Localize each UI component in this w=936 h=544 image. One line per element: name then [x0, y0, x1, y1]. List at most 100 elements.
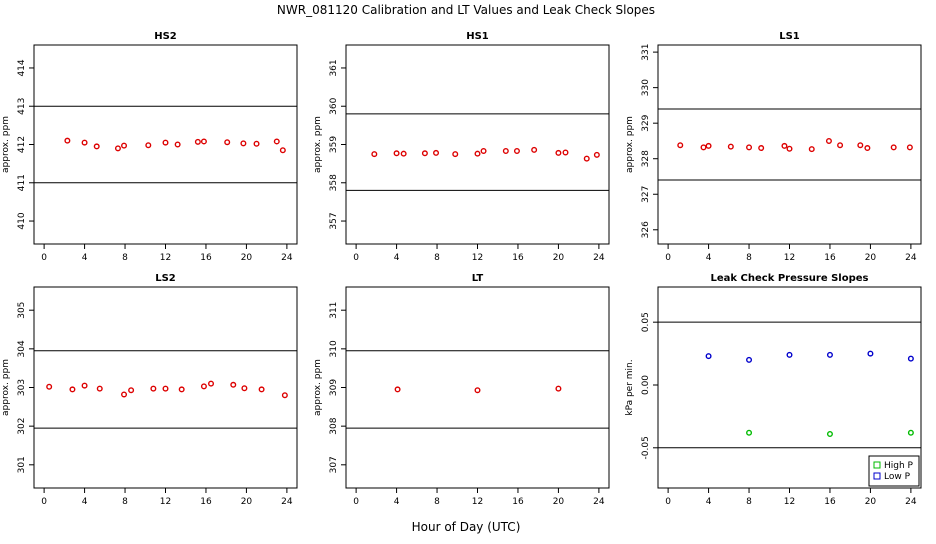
data-point: [224, 139, 231, 146]
x-tick-label: 0: [41, 497, 47, 507]
panel-hs2: HS2 approx. ppm 0 4 8 12 16 20 24 410 411 412 413 414: [1, 31, 298, 263]
y-tick-label: 413: [17, 98, 27, 115]
y-tick-label: 0.00: [641, 375, 651, 395]
data-point: [906, 144, 913, 151]
data-point: [200, 383, 207, 390]
x-tick-label: 24: [905, 253, 917, 263]
x-tick-label: 12: [472, 253, 483, 263]
y-tick-label: 329: [641, 114, 651, 131]
x-tick-label: 12: [784, 253, 795, 263]
x-tick-label: 24: [905, 497, 917, 507]
x-tick-label: 24: [593, 253, 605, 263]
x-tick-label: 20: [553, 497, 565, 507]
y-tick-label: 310: [329, 340, 339, 357]
data-point-low-p: [705, 353, 712, 360]
legend-box: [868, 455, 920, 487]
data-point: [194, 138, 201, 145]
data-point: [474, 387, 481, 394]
data-point: [64, 137, 71, 144]
data-point: [46, 383, 53, 390]
data-point-high-p: [907, 429, 914, 436]
y-tick-label: 0.05: [641, 312, 651, 332]
data-point: [178, 386, 185, 393]
data-point: [700, 144, 707, 151]
y-tick-label: 331: [641, 44, 651, 61]
data-point: [513, 148, 520, 155]
data-point: [400, 150, 407, 157]
data-point: [230, 381, 237, 388]
x-tick-label: 24: [593, 497, 605, 507]
data-point: [150, 385, 157, 392]
y-tick-label: 411: [17, 174, 27, 191]
x-tick-label: 20: [241, 497, 253, 507]
panel-ls1: LS1 approx. ppm 0 4 8 12 16 20 24 326 327 328 329 330…: [625, 31, 922, 263]
y-tick-label: 358: [329, 174, 339, 191]
x-tick-label: 16: [824, 253, 836, 263]
y-tick-label: 361: [329, 59, 339, 76]
data-point: [114, 145, 121, 152]
y-tick-label: 410: [17, 212, 27, 229]
panel-title: HS1: [466, 31, 489, 42]
y-tick-label: -0.05: [641, 436, 651, 459]
data-point: [746, 144, 753, 151]
x-tick-label: 4: [82, 497, 88, 507]
panel-leak: Leak Check Pressure Slopes kPa per min. 0 4…: [625, 273, 922, 507]
x-tick-label: 12: [160, 253, 171, 263]
data-point: [241, 385, 248, 392]
data-point: [705, 142, 712, 149]
x-axis-label: Hour of Day (UTC): [412, 520, 521, 534]
y-axis-label: approx. ppm: [625, 116, 635, 173]
x-tick-label: 20: [865, 253, 877, 263]
y-tick-label: 412: [17, 136, 27, 153]
panel-title: HS2: [154, 31, 177, 42]
data-point: [890, 144, 897, 151]
panel-ls2: LS2 approx. ppm 0 4 8 12 16 20 24 301 302 303 304 305: [1, 273, 298, 507]
panel-title: LS1: [779, 31, 800, 42]
x-tick-label: 4: [394, 253, 400, 263]
data-point: [258, 386, 265, 393]
data-point: [208, 380, 215, 387]
data-point: [81, 139, 88, 146]
panel-title: LS2: [155, 273, 176, 284]
data-point: [279, 147, 286, 154]
data-point: [253, 140, 260, 147]
data-point: [555, 149, 562, 156]
x-tick-label: 4: [706, 497, 712, 507]
data-point: [786, 145, 793, 152]
y-tick-label: 359: [329, 136, 339, 153]
y-tick-label: 328: [641, 150, 651, 167]
x-tick-label: 12: [472, 497, 483, 507]
data-point: [531, 146, 538, 153]
y-tick-label: 414: [17, 59, 27, 76]
legend-swatch: [873, 461, 881, 469]
x-tick-label: 8: [434, 253, 440, 263]
y-tick-label: 305: [17, 302, 27, 319]
data-point: [452, 151, 459, 158]
y-tick-label: 357: [329, 212, 339, 229]
data-point: [837, 142, 844, 149]
y-tick-label: 304: [17, 340, 27, 357]
x-tick-label: 0: [665, 497, 671, 507]
data-point: [474, 150, 481, 157]
data-point-high-p: [826, 430, 833, 437]
x-tick-label: 0: [353, 497, 359, 507]
data-point: [421, 150, 428, 157]
y-tick-label: 301: [17, 456, 27, 473]
y-tick-label: 311: [329, 302, 339, 319]
data-point-low-p: [786, 351, 793, 358]
data-point: [162, 385, 169, 392]
y-tick-label: 326: [641, 221, 651, 238]
x-tick-label: 4: [82, 253, 88, 263]
x-tick-label: 8: [122, 253, 128, 263]
data-point: [371, 151, 378, 158]
data-point: [162, 139, 169, 146]
x-tick-label: 0: [353, 253, 359, 263]
x-tick-label: 20: [241, 253, 253, 263]
data-point-low-p: [867, 350, 874, 357]
data-point: [200, 138, 207, 145]
y-tick-label: 327: [641, 186, 651, 203]
y-axis-label: approx. ppm: [1, 116, 11, 173]
x-tick-label: 8: [434, 497, 440, 507]
x-tick-label: 20: [553, 253, 565, 263]
